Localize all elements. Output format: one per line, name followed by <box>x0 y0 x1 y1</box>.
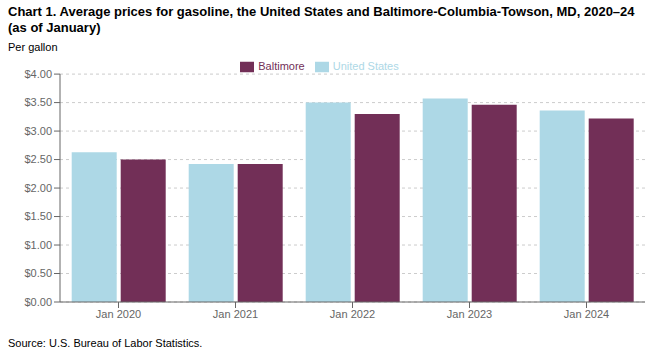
svg-text:$4.00: $4.00 <box>24 68 52 80</box>
svg-text:$3.50: $3.50 <box>24 96 52 108</box>
svg-text:$2.50: $2.50 <box>24 153 52 165</box>
svg-text:Jan 2021: Jan 2021 <box>213 308 258 320</box>
html-text:Source: U.S. Bureau of Labor S: Source: U.S. Bureau of Labor Statistics. <box>8 337 203 349</box>
svg-text:$1.00: $1.00 <box>24 239 52 251</box>
html-text:Chart 1. Average prices for ga: Chart 1. Average prices for gasoline, th… <box>8 4 635 35</box>
html-text:United States: United States <box>332 60 399 72</box>
svg-text:$2.00: $2.00 <box>24 182 52 194</box>
svg-text:Jan 2024: Jan 2024 <box>564 308 609 320</box>
svg-text:Jan 2023: Jan 2023 <box>447 308 492 320</box>
svg-text:$0.00: $0.00 <box>24 296 52 308</box>
svg-text:$1.50: $1.50 <box>24 210 52 222</box>
svg-text:Jan 2020: Jan 2020 <box>96 308 141 320</box>
svg-text:$3.00: $3.00 <box>24 125 52 137</box>
svg-text:Jan 2022: Jan 2022 <box>330 308 375 320</box>
html-text:Baltimore: Baltimore <box>258 60 305 72</box>
html-text:Per gallon: Per gallon <box>8 41 58 53</box>
svg-text:$0.50: $0.50 <box>24 267 52 279</box>
